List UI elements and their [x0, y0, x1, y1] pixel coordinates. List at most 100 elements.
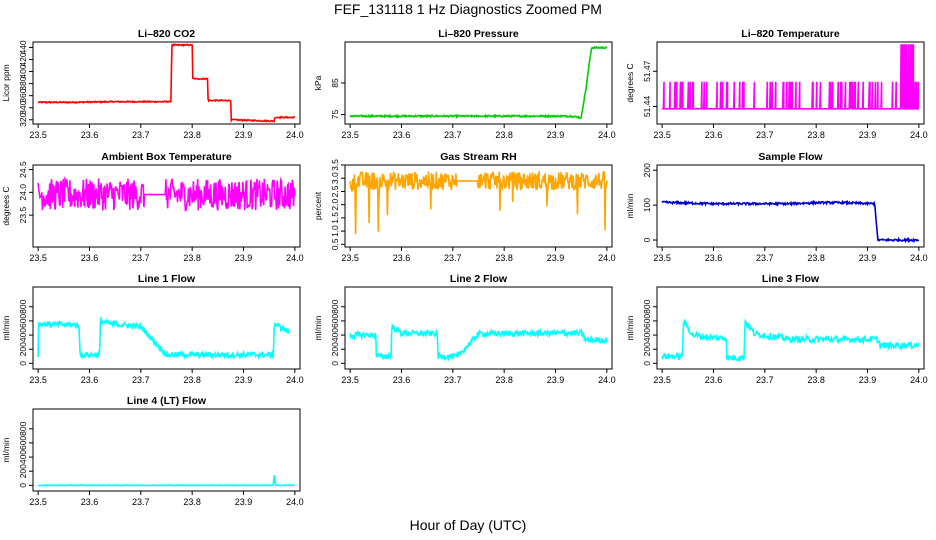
x-tick-label: 23.7 — [132, 130, 150, 140]
x-tick-label: 23.6 — [81, 130, 99, 140]
y-tick-label: 0 — [642, 237, 652, 242]
x-tick-label: 23.5 — [653, 253, 671, 263]
x-tick-label: 23.5 — [29, 497, 47, 507]
panel-title: Line 2 Flow — [450, 273, 508, 285]
y-axis-label: kPa — [313, 75, 323, 90]
x-tick-label: 23.7 — [444, 253, 462, 263]
y-axis-label: percent — [313, 191, 323, 220]
chart-panel-2: Li–820 Pressure kPa 23.5 23.6 23.7 23.8 23.9 24… — [313, 28, 616, 140]
y-tick-label: 400 — [330, 328, 340, 342]
chart-panel-8: Line 2 Flow ml/min 23.5 23.6 23.7 23.8 23.9 24.… — [313, 273, 616, 385]
y-axis-label: ml/min — [625, 315, 635, 340]
series-line — [37, 43, 296, 124]
y-tick-label: 0.5 — [330, 238, 340, 250]
x-tick-label: 23.6 — [705, 130, 723, 140]
x-tick-label: 23.8 — [183, 130, 201, 140]
x-tick-label: 24.0 — [598, 130, 616, 140]
x-tick-label: 23.7 — [132, 253, 150, 263]
y-tick-label: 75 — [330, 110, 340, 120]
x-tick-label: 23.8 — [807, 375, 825, 385]
x-tick-label: 23.5 — [29, 253, 47, 263]
y-tick-label: 2.0 — [330, 199, 340, 211]
series-line — [349, 45, 608, 120]
y-tick-label: 800 — [18, 299, 28, 313]
x-tick-label: 23.7 — [444, 130, 462, 140]
y-axis-label: ml/min — [1, 437, 11, 462]
x-tick-label: 23.8 — [495, 375, 513, 385]
x-tick-label: 23.8 — [183, 375, 201, 385]
plot-frame — [32, 164, 301, 248]
y-tick-label: 360 — [18, 88, 28, 102]
x-tick-label: 23.7 — [444, 375, 462, 385]
y-tick-label: 400 — [18, 64, 28, 78]
x-tick-label: 23.6 — [393, 130, 411, 140]
y-tick-label: 420 — [18, 52, 28, 66]
x-tick-label: 23.8 — [495, 253, 513, 263]
y-tick-label: 100 — [642, 198, 652, 212]
x-tick-label: 23.7 — [132, 375, 150, 385]
y-tick-label: 400 — [642, 328, 652, 342]
y-tick-label: 0 — [18, 361, 28, 366]
x-tick-label: 23.7 — [756, 253, 774, 263]
plot-frame — [32, 408, 301, 492]
y-tick-label: 51.47 — [642, 60, 652, 82]
y-tick-label: 600 — [18, 314, 28, 328]
y-tick-label: 85 — [330, 78, 340, 88]
y-tick-label: 600 — [330, 314, 340, 328]
x-tick-label: 23.5 — [653, 375, 671, 385]
x-tick-label: 23.6 — [81, 497, 99, 507]
y-tick-label: 800 — [642, 299, 652, 313]
y-axis-label: Licor ppm — [1, 64, 11, 101]
panel-title: Li–820 Temperature — [741, 28, 840, 40]
chart-panel-3: Li–820 Temperature degrees C 23.5 23.6 23.7 2… — [625, 28, 928, 140]
y-axis-label: degrees C — [1, 186, 11, 225]
x-tick-label: 23.7 — [132, 497, 150, 507]
plot-frame — [344, 164, 613, 248]
x-tick-label: 24.0 — [598, 375, 616, 385]
series-line — [661, 318, 920, 364]
y-tick-label: 800 — [330, 299, 340, 313]
y-tick-label: 340 — [18, 100, 28, 114]
panel-title: Li–820 CO2 — [138, 28, 195, 40]
plot-frame — [656, 164, 925, 248]
y-tick-label: 200 — [330, 342, 340, 356]
y-axis-label: degrees C — [625, 63, 635, 102]
plot-frame — [344, 286, 613, 370]
x-tick-label: 23.6 — [81, 375, 99, 385]
chart-panel-9: Line 3 Flow ml/min 23.5 23.6 23.7 23.8 23.9 24.… — [625, 273, 928, 385]
x-tick-label: 23.6 — [393, 253, 411, 263]
y-tick-label: 200 — [18, 342, 28, 356]
x-tick-label: 23.8 — [495, 130, 513, 140]
chart-panel-7: Line 1 Flow ml/min 23.5 23.6 23.7 23.8 23.9 24.… — [1, 273, 304, 385]
chart-panel-4: Ambient Box Temperature degrees C 23.5 23.6… — [1, 151, 304, 263]
x-tick-label: 23.9 — [235, 375, 253, 385]
plot-frame — [32, 41, 301, 125]
x-axis-label: Hour of Day (UTC) — [409, 517, 527, 533]
series-line — [349, 323, 608, 363]
x-tick-label: 23.9 — [859, 130, 877, 140]
y-tick-label: 24.0 — [18, 184, 28, 201]
x-tick-label: 23.5 — [29, 130, 47, 140]
x-tick-label: 23.9 — [547, 375, 565, 385]
y-tick-label: 3.5 — [330, 159, 340, 171]
chart-panel-6: Sample Flow ml/min 23.5 23.6 23.7 23.8 23.9 24.… — [625, 151, 928, 263]
y-axis-label: ml/min — [1, 315, 11, 340]
y-tick-label: 51.44 — [642, 96, 652, 118]
panel-title: Ambient Box Temperature — [101, 151, 232, 163]
x-tick-label: 23.9 — [859, 375, 877, 385]
x-tick-label: 23.6 — [81, 253, 99, 263]
x-tick-label: 24.0 — [286, 130, 304, 140]
x-tick-label: 24.0 — [910, 253, 928, 263]
x-tick-label: 23.6 — [393, 375, 411, 385]
y-tick-label: 600 — [18, 436, 28, 450]
y-axis-label: ml/min — [625, 193, 635, 218]
plot-frame — [656, 41, 925, 125]
panel-title: Gas Stream RH — [440, 151, 516, 163]
x-tick-label: 23.8 — [807, 253, 825, 263]
x-tick-label: 23.9 — [235, 253, 253, 263]
x-tick-label: 24.0 — [598, 253, 616, 263]
y-tick-label: 23.5 — [18, 207, 28, 224]
x-tick-label: 23.9 — [547, 130, 565, 140]
series-line — [37, 475, 296, 487]
series-line — [37, 315, 291, 361]
